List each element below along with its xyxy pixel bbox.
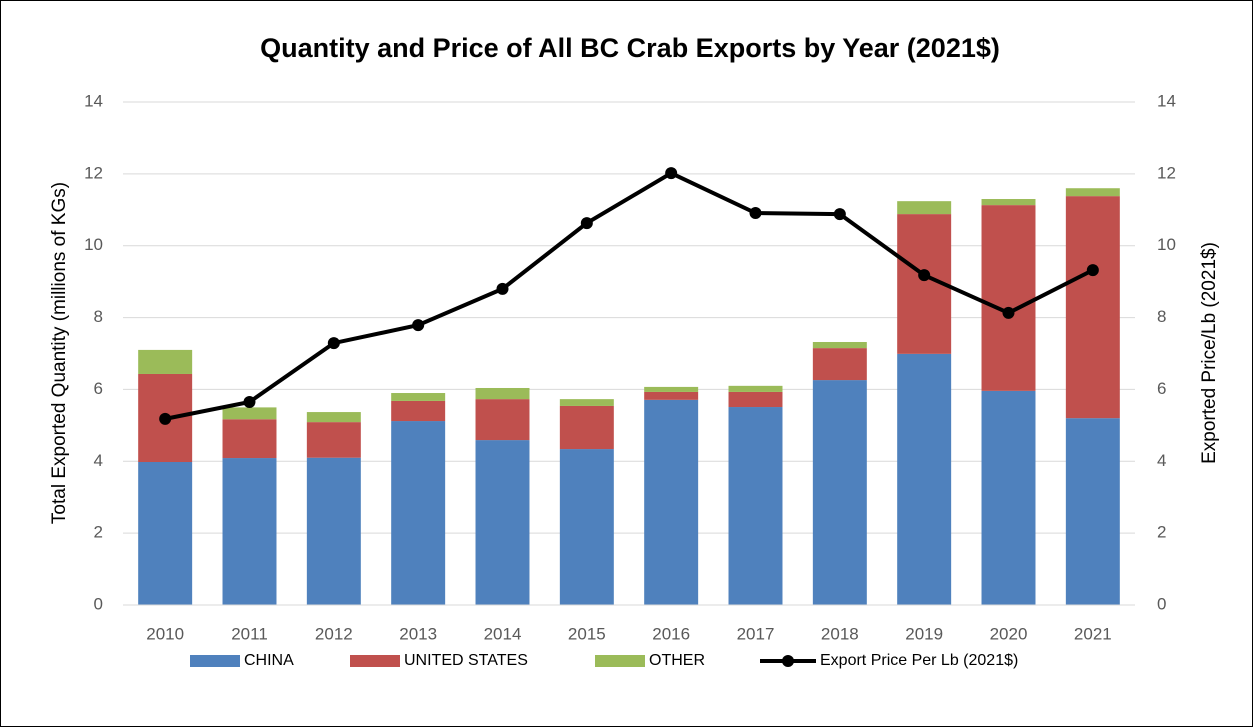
y2-tick-label: 14: [1157, 91, 1176, 110]
line-marker: [1002, 306, 1015, 319]
bar: [222, 407, 277, 420]
legend-swatch: [595, 655, 645, 667]
bar: [1065, 188, 1120, 197]
line-marker: [327, 337, 340, 350]
x-tick-label: 2017: [737, 624, 775, 643]
bar: [306, 422, 361, 458]
bar: [559, 399, 614, 406]
bar: [559, 405, 614, 450]
bar: [475, 399, 530, 441]
bar: [391, 393, 446, 401]
bar: [981, 205, 1036, 391]
y2-tick-label: 6: [1157, 379, 1166, 398]
bar: [222, 458, 277, 605]
y2-tick-label: 10: [1157, 235, 1176, 254]
x-tick-label: 2015: [568, 624, 606, 643]
x-tick-label: 2010: [146, 624, 184, 643]
bar: [644, 391, 699, 400]
bar: [475, 387, 530, 400]
legend-label: UNITED STATES: [404, 652, 528, 669]
chart-title: Quantity and Price of All BC Crab Export…: [260, 33, 1000, 63]
x-tick-label: 2016: [652, 624, 690, 643]
bar: [981, 390, 1036, 605]
bar: [812, 380, 867, 605]
bar: [138, 462, 193, 605]
line-marker: [159, 412, 172, 425]
x-tick-label: 2012: [315, 624, 353, 643]
y2-tick-label: 12: [1157, 163, 1176, 182]
y-tick-label: 12: [84, 163, 103, 182]
bar: [222, 419, 277, 459]
x-tick-label: 2011: [231, 624, 268, 643]
y-tick-label: 10: [84, 235, 103, 254]
line: [164, 170, 1094, 421]
bar: [1065, 196, 1120, 419]
y-tick-label: 0: [94, 594, 103, 613]
y2-tick-label: 4: [1157, 451, 1166, 470]
bar: [306, 412, 361, 423]
legend-label: OTHER: [649, 652, 705, 669]
bar: [391, 421, 446, 605]
x-tick-label: 2020: [990, 624, 1028, 643]
line-marker: [412, 319, 425, 332]
bar: [138, 349, 193, 374]
bar: [728, 391, 783, 408]
y-axis-title: Total Exported Quantity (millions of KGs…: [49, 182, 70, 524]
bar: [475, 440, 530, 605]
bar: [644, 386, 699, 392]
line-marker: [665, 167, 678, 180]
bar: [981, 199, 1036, 206]
y2-axis-title: Exported Price/Lb (2021$): [1199, 242, 1220, 464]
y2-tick-label: 0: [1157, 594, 1166, 613]
line-marker: [918, 269, 931, 282]
y-tick-label: 6: [94, 379, 103, 398]
y2-tick-label: 8: [1157, 307, 1166, 326]
bar: [559, 449, 614, 605]
line-marker: [243, 396, 256, 409]
y-tick-label: 4: [94, 451, 103, 470]
line-marker: [580, 217, 593, 230]
bar: [644, 399, 699, 605]
bar: [306, 457, 361, 605]
legend-label: Export Price Per Lb (2021$): [820, 652, 1018, 669]
legend-swatch: [782, 655, 794, 667]
bar: [728, 407, 783, 605]
y-tick-label: 14: [84, 91, 103, 110]
legend-label: CHINA: [244, 652, 294, 669]
y2-tick-label: 2: [1157, 523, 1166, 542]
legend-swatch: [190, 655, 240, 667]
line-marker: [833, 208, 846, 221]
x-tick-label: 2021: [1074, 624, 1112, 643]
bar: [812, 342, 867, 349]
legend-swatch: [350, 655, 400, 667]
bar: [728, 385, 783, 392]
line-marker: [1086, 264, 1099, 277]
x-tick-label: 2019: [905, 624, 943, 643]
y-tick-label: 8: [94, 307, 103, 326]
bar: [391, 400, 446, 422]
line-marker: [496, 282, 509, 295]
y-tick-label: 2: [94, 523, 103, 542]
line-marker: [749, 207, 762, 220]
bar: [897, 201, 952, 215]
bar: [812, 348, 867, 381]
x-tick-label: 2013: [399, 624, 437, 643]
bar: [897, 353, 952, 605]
x-tick-label: 2014: [484, 624, 522, 643]
bar: [1065, 418, 1120, 605]
x-tick-label: 2018: [821, 624, 859, 643]
